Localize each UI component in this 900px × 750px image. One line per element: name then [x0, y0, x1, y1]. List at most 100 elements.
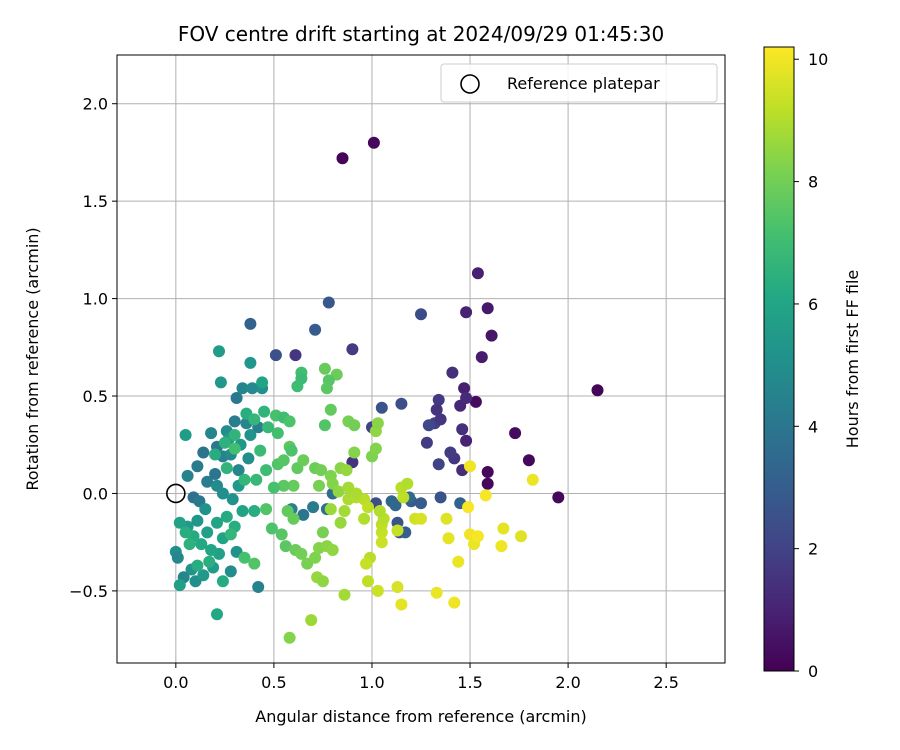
data-point — [216, 575, 229, 588]
data-point — [481, 466, 494, 478]
data-point — [334, 516, 347, 529]
data-point — [326, 544, 339, 556]
x-tick-label: 1.5 — [457, 673, 482, 692]
colorbar-tick-label: 2 — [808, 540, 818, 559]
data-point — [230, 392, 243, 404]
data-point — [226, 493, 239, 506]
data-point — [322, 296, 335, 309]
data-point — [369, 442, 382, 455]
data-point — [238, 551, 251, 564]
data-point — [205, 427, 218, 440]
data-point — [313, 479, 325, 492]
data-point — [316, 526, 329, 539]
chart-title: FOV centre drift starting at 2024/09/29 … — [178, 22, 664, 46]
colorbar-gradient — [763, 46, 795, 672]
data-point — [375, 401, 388, 414]
data-point — [220, 462, 233, 475]
data-point — [283, 631, 296, 644]
data-point — [216, 487, 229, 500]
data-point — [373, 505, 386, 517]
data-point — [371, 417, 384, 430]
data-point — [254, 444, 267, 457]
data-point — [391, 524, 404, 537]
data-point — [442, 532, 455, 545]
data-point — [297, 454, 310, 467]
colorbar-tick-label: 10 — [808, 50, 828, 69]
data-point — [201, 475, 214, 488]
data-point — [395, 397, 408, 410]
data-point — [209, 448, 222, 461]
data-point — [316, 575, 329, 588]
colorbar-label: Hours from first FF file — [843, 270, 862, 449]
data-point — [236, 505, 249, 517]
data-point — [591, 384, 604, 397]
data-point — [228, 415, 241, 428]
data-point — [515, 530, 527, 543]
data-point — [295, 547, 308, 560]
data-point — [260, 464, 273, 477]
data-point — [285, 444, 298, 457]
data-point — [415, 512, 427, 525]
data-point — [430, 586, 443, 599]
grid-lines — [117, 55, 725, 663]
data-point — [258, 405, 271, 418]
data-point — [307, 501, 320, 514]
data-point — [430, 403, 443, 416]
data-point — [360, 557, 373, 570]
data-point — [236, 382, 249, 395]
data-point — [422, 419, 435, 432]
data-point — [248, 505, 261, 517]
data-point — [201, 526, 214, 539]
data-point — [432, 393, 445, 406]
data-point — [228, 442, 241, 455]
data-point — [309, 323, 322, 336]
data-point — [420, 436, 433, 449]
x-tick-label: 2.5 — [653, 673, 678, 692]
data-point — [348, 419, 361, 432]
data-point — [479, 489, 492, 502]
data-point — [444, 446, 457, 459]
data-point — [526, 473, 539, 486]
data-point — [475, 351, 488, 364]
data-point — [238, 473, 251, 486]
colorbar-ticks: 0 2 4 6 8 10 — [794, 50, 828, 681]
data-point — [305, 614, 318, 627]
data-point — [214, 376, 227, 389]
data-point — [469, 395, 482, 408]
data-point — [434, 413, 447, 426]
data-point — [397, 491, 410, 504]
data-point — [375, 536, 388, 549]
data-point — [471, 267, 484, 280]
data-point — [452, 555, 465, 568]
reference-platepar-marker — [166, 483, 186, 504]
data-point — [462, 501, 475, 514]
colorbar: 0 2 4 6 8 10 Hours from first FF file — [763, 46, 862, 681]
data-point — [291, 380, 304, 393]
data-point — [289, 349, 302, 362]
data-point — [332, 485, 345, 498]
data-point — [183, 538, 196, 551]
data-point — [324, 403, 337, 416]
data-point — [448, 596, 461, 609]
data-point — [213, 345, 225, 358]
data-point — [173, 516, 186, 529]
data-point — [434, 491, 447, 504]
data-point — [338, 505, 351, 517]
data-point — [205, 544, 218, 556]
y-tick-label: 2.0 — [83, 95, 108, 114]
data-point — [495, 540, 508, 553]
data-point — [460, 392, 473, 404]
data-point — [481, 477, 494, 490]
data-point — [522, 454, 535, 467]
data-point — [224, 528, 237, 541]
data-point — [348, 446, 361, 459]
data-point — [191, 514, 204, 527]
data-point — [173, 579, 186, 592]
data-point — [297, 508, 310, 521]
data-point — [260, 503, 273, 516]
data-point — [315, 464, 327, 477]
data-point — [179, 429, 192, 441]
data-point — [242, 452, 255, 465]
data-point — [458, 382, 471, 395]
data-point — [244, 356, 257, 369]
